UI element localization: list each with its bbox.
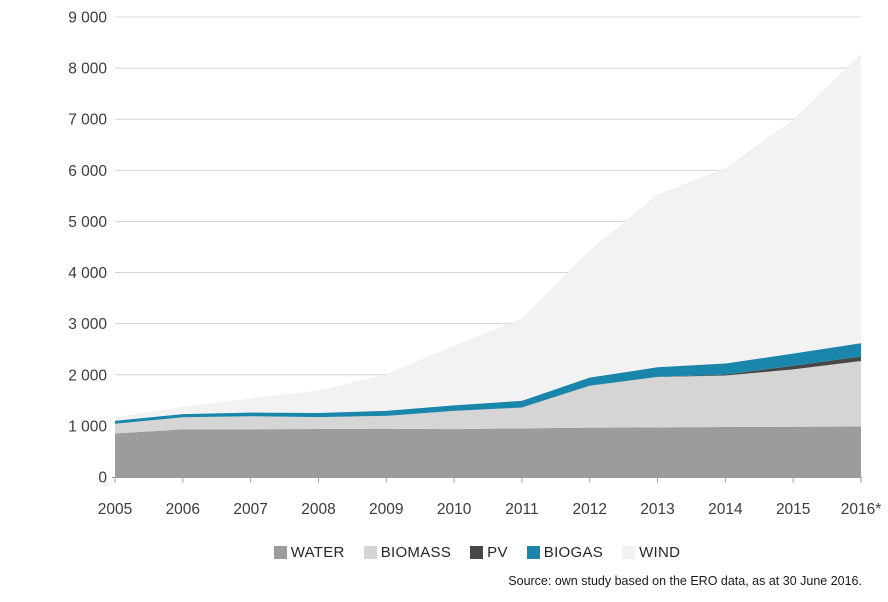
chart-plot-area: 0 1 000 2 000 3 000 4 000 5 000 6 000 7 000 8 00… xyxy=(68,10,882,519)
legend-label: BIOMASS xyxy=(380,544,452,561)
x-tick-label: 2008 xyxy=(301,501,335,518)
x-tick-label: 2010 xyxy=(437,501,472,518)
x-tick-label: 2012 xyxy=(572,501,606,518)
legend-item-water: WATER xyxy=(273,544,345,561)
source-note: Source: own study based on the ERO data,… xyxy=(508,574,862,588)
y-tick-label: 2 000 xyxy=(68,367,107,384)
legend-label: WATER xyxy=(290,544,345,561)
legend-swatch-water xyxy=(273,546,287,559)
x-tick-label: 2014 xyxy=(708,501,743,518)
y-tick-label: 7 000 xyxy=(68,112,107,129)
legend-item-biogas: BIOGAS xyxy=(526,544,604,561)
legend-label: WIND xyxy=(639,544,681,561)
area-biomass xyxy=(115,360,861,434)
wind-edge-line xyxy=(114,54,862,419)
legend-label: PV xyxy=(487,544,508,561)
y-tick-label: 3 000 xyxy=(68,316,107,333)
x-tick-label: 2007 xyxy=(233,501,267,518)
legend-item-wind: WIND xyxy=(622,544,680,561)
y-tick-label: 5 000 xyxy=(68,214,107,231)
x-tick-label: 2016* xyxy=(841,501,882,518)
legend-swatch-biomass xyxy=(363,546,377,559)
area-wind xyxy=(115,55,861,423)
x-tick-label: 2013 xyxy=(640,501,674,518)
y-tick-label: 8 000 xyxy=(68,61,107,78)
legend-item-pv: PV xyxy=(470,544,508,561)
y-tick-label: 0 xyxy=(98,470,107,487)
x-tick-label: 2009 xyxy=(369,501,403,518)
biogas-edge-line xyxy=(114,343,862,424)
legend-item-biomass: BIOMASS xyxy=(363,544,452,561)
x-tick-label: 2015 xyxy=(776,501,810,518)
y-tick-label: 9 000 xyxy=(68,10,107,27)
y-tick-label: 4 000 xyxy=(68,265,107,282)
legend-swatch-biogas xyxy=(526,546,540,559)
legend-swatch-wind xyxy=(622,546,636,559)
y-tick-label: 1 000 xyxy=(68,418,107,435)
y-tick-label: 6 000 xyxy=(68,163,107,180)
chart-legend: WATER BIOMASS PV BIOGAS WIND xyxy=(0,544,888,561)
legend-swatch-pv xyxy=(470,546,484,559)
x-tick-label: 2011 xyxy=(505,501,538,518)
x-tick-label: 2005 xyxy=(98,501,132,518)
legend-label: BIOGAS xyxy=(543,544,604,561)
x-tick-label: 2006 xyxy=(166,501,200,518)
area-water xyxy=(115,426,861,477)
